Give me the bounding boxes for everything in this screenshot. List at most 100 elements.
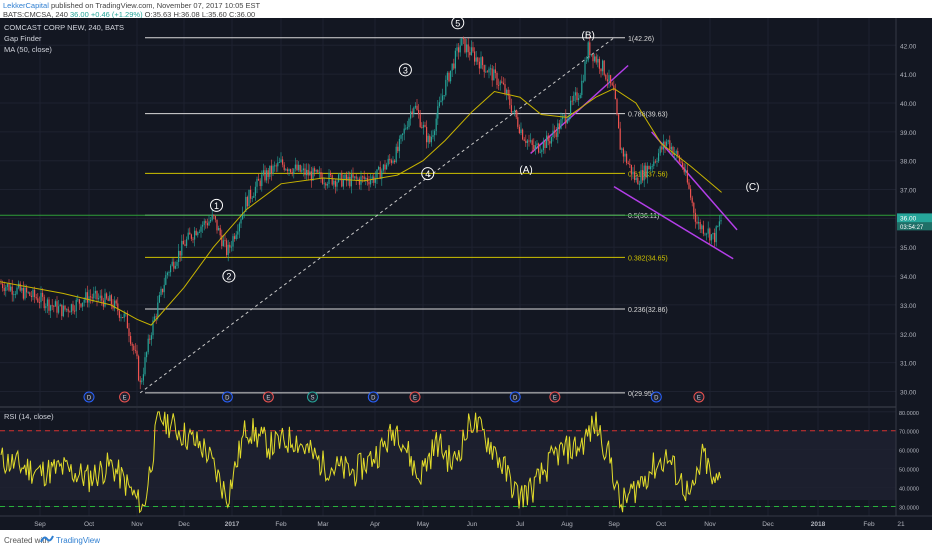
candle-body [461,38,463,46]
candle-body [390,160,392,163]
candle-body [157,302,159,318]
candle-body [258,178,260,181]
candle-body [646,165,648,178]
event-marker-label: E [413,396,417,402]
candle-body [648,165,650,170]
event-marker-label: E [266,396,270,402]
candle-body [253,195,255,198]
candle-body [702,225,704,234]
candle-body [546,135,548,148]
price-tick-label: 38.00 [900,159,917,166]
candle-body [219,228,221,236]
price-tick-label: 31.00 [900,361,917,368]
candle-body [62,305,64,317]
candle-body [339,173,341,175]
candle-body [618,114,620,129]
candle-body [267,170,269,177]
candle-body [46,299,48,307]
trendline [139,37,615,394]
event-marker [367,391,379,403]
candle-body [120,317,122,318]
candle-body [333,180,335,185]
candle-body [542,141,544,151]
candle-body [70,304,72,313]
event-marker [83,391,95,403]
candle-body [376,169,378,178]
candle-body [51,305,53,307]
wave-label: (A) [519,165,532,176]
rsi-line [0,411,722,514]
wave-label: 5 [455,18,460,28]
tradingview-brand[interactable]: TradingView [56,536,101,545]
indicator-rsi[interactable]: RSI (14, close) [4,412,54,421]
candle-body [242,212,244,220]
candle-body [562,116,564,120]
candle-body [530,140,532,142]
price-tick-label: 37.00 [900,188,917,195]
candle-body [200,226,202,232]
candle-body [411,111,413,114]
candle-body [435,118,437,132]
candle-body [341,173,343,187]
candle-body [134,349,136,351]
candle-body [371,176,373,180]
candle-body [78,299,80,304]
candle-body [445,79,447,96]
event-marker [119,391,131,403]
candle-body [382,164,384,171]
candle-body [640,170,642,184]
candle-body [315,170,317,172]
candle-body [251,197,253,199]
candle-body [432,135,434,137]
candle-body [589,42,591,56]
candle-body [446,72,448,80]
indicator-ma[interactable]: MA (50, close) [4,45,52,54]
time-axis[interactable]: Sep Oct Nov Dec 2017 Feb Mar Apr May Jun Jul Aug Sep… [34,521,905,528]
time-tick-label: Oct [84,521,94,528]
chart-canvas[interactable]: 1(42.26)0.786(39.63)0.618(37.56)0.5(36.1… [0,18,932,530]
event-marker-label: D [654,396,659,402]
candle-body [118,311,120,318]
candle-body [590,54,592,56]
channel-line [613,186,734,260]
candle-body [467,44,469,53]
candle-body [115,300,117,304]
candle-body [72,304,74,311]
candle-body [304,168,306,176]
candle-body [154,316,156,321]
candle-body [2,283,4,289]
price-tick-label: 32.00 [900,332,917,339]
candle-body [397,146,399,152]
candle-body [459,45,461,53]
candle-body [5,286,7,292]
candle-body [323,183,325,185]
candle-body [632,171,634,175]
candle-body [342,179,344,187]
candle-body [26,287,28,293]
candle-body [83,299,85,303]
author-link[interactable]: LekkerCapital [3,1,49,10]
candle-body [162,288,164,293]
candle-body [269,165,271,177]
candle-body [574,92,576,96]
candle-body [131,343,133,346]
candle-body [694,212,696,222]
candle-body [707,228,709,234]
event-marker [693,391,705,403]
price-change: +0.46 (+1.29%) [90,10,143,19]
candle-body [155,316,157,318]
indicator-gap-finder[interactable]: Gap Finder [4,34,42,43]
price-tick-label: 39.00 [900,130,917,137]
candle-body [163,284,165,293]
rsi-tick-label: 70.0000 [899,430,919,436]
candle-body [82,302,84,307]
candle-body [288,169,290,172]
candle-body [578,98,580,100]
candle-body [491,68,493,81]
candle-body [528,140,530,142]
candle-body [211,215,213,221]
candle-body [685,170,687,173]
candle-body [54,301,56,307]
price-axis[interactable] [896,18,932,516]
price-tick-label: 40.00 [900,101,917,108]
